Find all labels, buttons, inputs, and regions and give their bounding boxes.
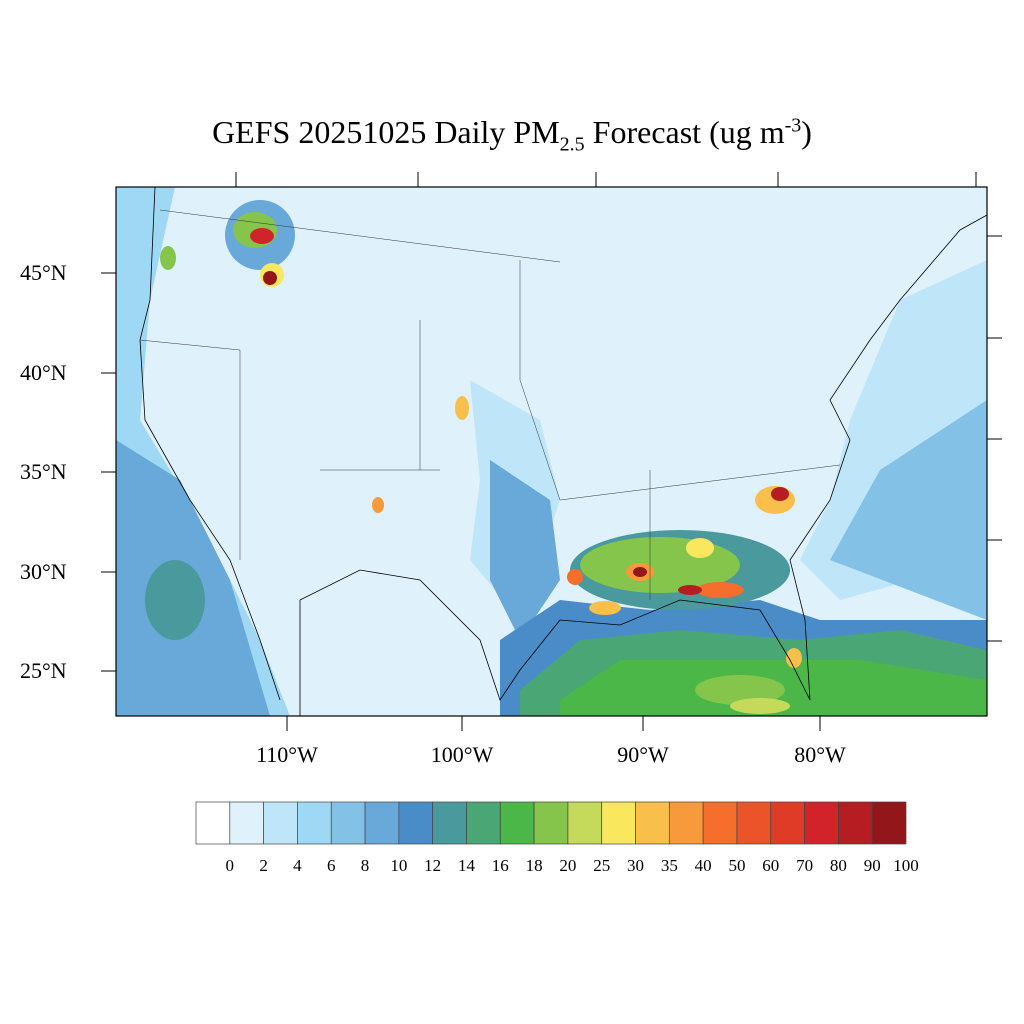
colorbar-box	[195, 801, 231, 845]
colorbar-box	[804, 801, 839, 845]
colorbar-label: 6	[326, 856, 336, 875]
colorbar-label: 60	[762, 856, 780, 875]
colorbar-box	[871, 801, 907, 845]
colorbar-label: 35	[660, 856, 678, 875]
colorbar-label: 20	[559, 856, 577, 875]
lat-label: 25°N	[20, 658, 67, 683]
colorbar-label: 12	[424, 856, 442, 875]
lat-label: 30°N	[20, 559, 67, 584]
colorbar-box	[499, 801, 535, 845]
colorbar-label: 50	[728, 856, 746, 875]
colorbar-box	[229, 801, 264, 845]
pm25-field	[116, 187, 987, 716]
colorbar-box	[297, 801, 332, 845]
colorbar-box	[702, 801, 738, 845]
colorbar-box	[770, 801, 805, 845]
colorbar-box	[466, 801, 501, 845]
colorbar-label: 10	[390, 856, 408, 875]
colorbar-label: 100	[893, 856, 919, 875]
colorbar-box	[668, 801, 704, 845]
colorbar-box	[838, 801, 873, 845]
map-frame	[115, 186, 988, 717]
lon-label: 90°W	[617, 742, 669, 767]
lon-label: 80°W	[794, 742, 846, 767]
lat-label: 45°N	[20, 260, 67, 285]
colorbar-label: 4	[293, 856, 302, 875]
colorbar-label: 2	[259, 856, 268, 875]
colorbar-label: 80	[829, 856, 847, 875]
colorbar	[195, 801, 907, 845]
colorbar-label: 8	[360, 856, 370, 875]
colorbar-label: 14	[457, 856, 475, 875]
colorbar-label: 40	[694, 856, 712, 875]
coastline	[139, 186, 988, 716]
colorbar-label: 0	[225, 856, 235, 875]
colorbar-label: 30	[627, 856, 645, 875]
colorbar-box	[635, 801, 670, 845]
colorbar-label: 70	[796, 856, 814, 875]
colorbar-label: 16	[491, 856, 509, 875]
colorbar-label: 18	[525, 856, 543, 875]
lat-label: 40°N	[20, 360, 67, 385]
colorbar-box	[601, 801, 636, 845]
colorbar-box	[533, 801, 569, 845]
colorbar-box	[330, 801, 366, 845]
border	[139, 209, 841, 600]
lat-label: 35°N	[20, 459, 67, 484]
colorbar-box	[736, 801, 772, 845]
lon-label: 110°W	[256, 742, 318, 767]
tick-marks	[101, 172, 1002, 731]
lon-label: 100°W	[430, 742, 494, 767]
colorbar-label: 25	[593, 856, 611, 875]
colorbar-box	[567, 801, 603, 845]
colorbar-box	[432, 801, 467, 845]
colorbar-box	[364, 801, 400, 845]
colorbar-box	[263, 801, 298, 845]
colorbar-box	[398, 801, 434, 845]
map-title: GEFS 20251025 Daily PM2.5 Forecast (ug m…	[212, 114, 812, 156]
colorbar-label: 90	[863, 856, 881, 875]
